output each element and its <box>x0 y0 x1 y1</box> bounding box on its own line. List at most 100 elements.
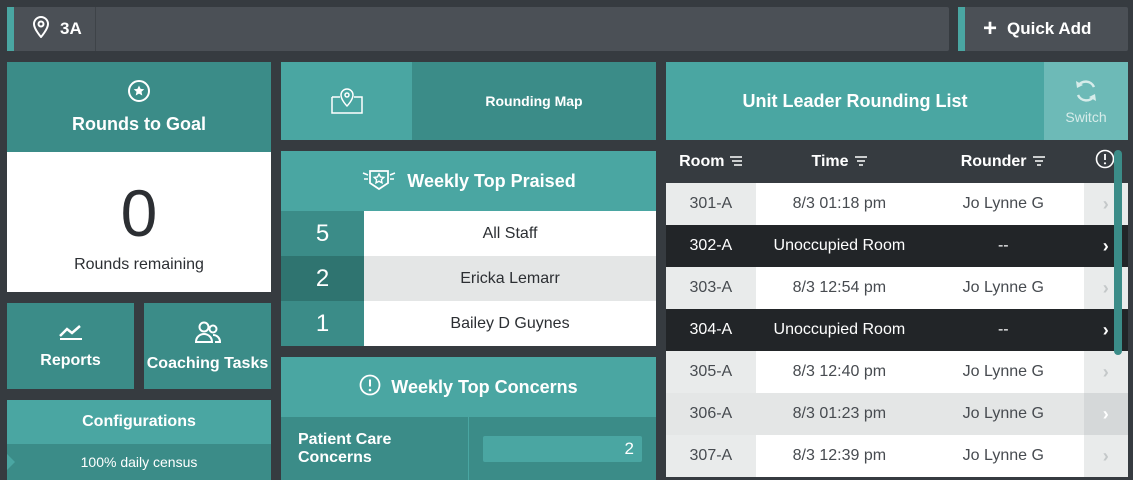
plus-icon: + <box>983 15 998 42</box>
rounding-list-header: Unit Leader Rounding List Switch <box>666 62 1128 140</box>
weekly-top-praised-panel: Weekly Top Praised 5 All Staff 2 Ericka … <box>281 151 656 346</box>
rounding-map-label: Rounding Map <box>412 62 656 140</box>
refresh-icon <box>1073 78 1099 107</box>
sort-icon <box>730 153 743 171</box>
quick-add-label: Quick Add <box>1007 19 1092 38</box>
rounding-map-button[interactable]: Rounding Map <box>281 62 656 140</box>
location-pin-icon <box>32 15 50 43</box>
table-row[interactable]: 301-A 8/3 01:18 pm Jo Lynne G › <box>666 183 1128 225</box>
configurations-panel: Configurations 100% daily census <box>7 400 271 480</box>
switch-button[interactable]: Switch <box>1044 62 1128 140</box>
praised-name: Bailey D Guynes <box>364 301 656 346</box>
star-circle-icon <box>127 79 151 108</box>
time-cell: 8/3 12:40 pm <box>755 351 923 393</box>
room-cell: 307-A <box>666 435 756 477</box>
room-cell: 304-A <box>666 309 756 351</box>
reports-label: Reports <box>40 351 101 369</box>
praise-count: 5 <box>281 211 364 256</box>
rounds-to-goal-title: Rounds to Goal <box>72 114 206 134</box>
accent-strip <box>7 7 14 51</box>
time-column-label: Time <box>811 152 849 170</box>
room-cell: 301-A <box>666 183 756 225</box>
rounds-remaining-label: Rounds remaining <box>74 256 204 273</box>
table-row[interactable]: 302-A Unoccupied Room -- › <box>666 225 1128 267</box>
chevron-right-icon[interactable]: › <box>1083 351 1128 393</box>
weekly-top-praised-header: Weekly Top Praised <box>281 151 656 211</box>
concern-count: 2 <box>624 438 634 458</box>
list-item[interactable]: 2 Ericka Lemarr <box>281 256 656 301</box>
chevron-right-icon[interactable]: › <box>1083 435 1128 477</box>
rounder-cell: Jo Lynne G <box>922 267 1084 309</box>
praised-name: Ericka Lemarr <box>364 256 656 301</box>
weekly-top-concerns-panel: Weekly Top Concerns Patient Care Concern… <box>281 357 656 480</box>
table-row[interactable]: 306-A 8/3 01:23 pm Jo Lynne G › <box>666 393 1128 435</box>
rounder-cell: Jo Lynne G <box>922 435 1084 477</box>
time-cell: 8/3 01:23 pm <box>755 393 923 435</box>
weekly-top-concerns-title: Weekly Top Concerns <box>391 376 578 397</box>
praise-count: 1 <box>281 301 364 346</box>
list-item[interactable]: Patient Care Concerns 2 <box>281 417 656 480</box>
rounder-column-header[interactable]: Rounder <box>922 153 1082 171</box>
rounder-cell: Jo Lynne G <box>922 351 1084 393</box>
room-cell: 305-A <box>666 351 756 393</box>
table-row[interactable]: 303-A 8/3 12:54 pm Jo Lynne G › <box>666 267 1128 309</box>
rounder-column-label: Rounder <box>960 152 1027 170</box>
praise-count: 2 <box>281 256 364 301</box>
time-cell: 8/3 01:18 pm <box>755 183 923 225</box>
accent-strip <box>958 7 965 51</box>
time-cell: 8/3 12:39 pm <box>755 435 923 477</box>
map-pin-icon <box>281 62 412 140</box>
praised-name: All Staff <box>364 211 656 256</box>
concern-count-bar: 2 <box>483 435 642 462</box>
table-row[interactable]: 307-A 8/3 12:39 pm Jo Lynne G › <box>666 435 1128 477</box>
table-row[interactable]: 305-A 8/3 12:40 pm Jo Lynne G › <box>666 351 1128 393</box>
configurations-title: Configurations <box>7 400 271 444</box>
time-cell: Unoccupied Room <box>755 225 923 267</box>
weekly-top-praised-title: Weekly Top Praised <box>407 170 576 191</box>
room-column-label: Room <box>679 152 725 170</box>
unit-selector[interactable]: 3A <box>14 7 96 51</box>
room-cell: 302-A <box>666 225 756 267</box>
trend-chart-icon <box>58 323 84 346</box>
quick-add-button[interactable]: + Quick Add <box>958 7 1128 51</box>
rounder-cell: -- <box>922 225 1084 267</box>
room-cell: 303-A <box>666 267 756 309</box>
reports-button[interactable]: Reports <box>7 303 134 389</box>
rounds-count: 0 <box>120 176 158 250</box>
alert-circle-icon <box>1095 149 1115 174</box>
weekly-top-concerns-header: Weekly Top Concerns <box>281 357 656 417</box>
users-icon <box>194 320 222 349</box>
room-cell: 306-A <box>666 393 756 435</box>
concern-label: Patient Care Concerns <box>281 417 469 480</box>
alert-column-header[interactable] <box>1083 149 1128 174</box>
switch-label: Switch <box>1065 108 1107 125</box>
filter-icon <box>1032 153 1045 171</box>
table-header: Room Time Rounder <box>666 140 1128 183</box>
alert-circle-icon <box>359 374 381 401</box>
rounding-list-title: Unit Leader Rounding List <box>666 62 1044 140</box>
list-item[interactable]: 5 All Staff <box>281 211 656 256</box>
badge-star-icon <box>361 167 397 196</box>
census-config-row[interactable]: 100% daily census <box>7 444 271 480</box>
rounds-to-goal-body: 0 Rounds remaining <box>7 152 271 292</box>
room-column-header[interactable]: Room <box>666 153 756 171</box>
census-config-label: 100% daily census <box>80 454 198 470</box>
list-item[interactable]: 1 Bailey D Guynes <box>281 301 656 346</box>
rounds-to-goal-header: Rounds to Goal <box>7 62 271 152</box>
caret-right-icon <box>7 454 15 470</box>
coaching-tasks-label: Coaching Tasks <box>146 354 269 372</box>
rounder-cell: Jo Lynne G <box>922 183 1084 225</box>
chevron-right-icon[interactable]: › <box>1083 393 1128 435</box>
time-cell: 8/3 12:54 pm <box>755 267 923 309</box>
scrollbar[interactable] <box>1114 150 1122 355</box>
time-cell: Unoccupied Room <box>755 309 923 351</box>
rounding-table: Room Time Rounder 301-A 8/3 01:18 pm Jo … <box>666 140 1128 480</box>
unit-selector-bar[interactable]: 3A <box>7 7 949 51</box>
rounder-cell: -- <box>922 309 1084 351</box>
table-row[interactable]: 304-A Unoccupied Room -- › <box>666 309 1128 351</box>
unit-label: 3A <box>60 19 82 38</box>
time-column-header[interactable]: Time <box>756 153 923 171</box>
filter-icon <box>854 153 867 171</box>
coaching-tasks-button[interactable]: Coaching Tasks <box>144 303 271 389</box>
rounder-cell: Jo Lynne G <box>922 393 1084 435</box>
